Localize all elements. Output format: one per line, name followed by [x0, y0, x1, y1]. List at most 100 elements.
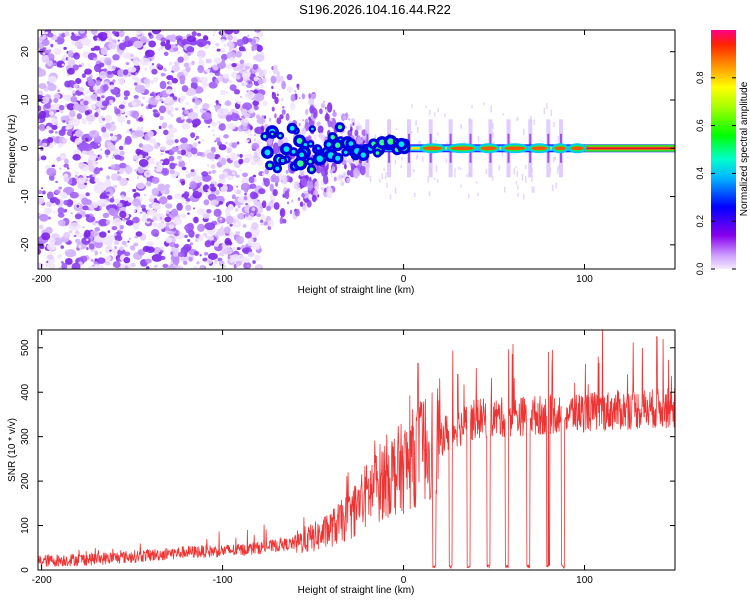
- spectrogram-noise-dot: [304, 108, 309, 116]
- spectrogram-noise-dot: [133, 60, 140, 67]
- spectrogram-noise-dot: [193, 216, 199, 224]
- snr-xlabel: Height of straight line (km): [298, 585, 415, 596]
- spectrogram-noise-dot: [38, 105, 42, 112]
- spectrogram-noise-dot: [105, 122, 112, 129]
- spectrogram-noise-dot: [280, 75, 284, 83]
- spectrogram-noise-dot: [60, 111, 64, 114]
- spectrogram-noise-dot: [39, 244, 45, 250]
- spectrogram-noise-dot: [181, 180, 186, 186]
- spectrogram-noise-dot: [247, 241, 254, 247]
- spectrogram-speck: [454, 173, 456, 178]
- spectrogram-noise-dot: [172, 96, 178, 101]
- spectrogram-noise-dot: [229, 56, 235, 62]
- spectrogram-noise-dot: [211, 129, 215, 132]
- spectrogram-speck: [556, 167, 559, 175]
- spectrogram-noise-dot: [118, 104, 125, 110]
- spectrogram-noise-dot: [58, 186, 63, 190]
- spectrogram-noise-dot: [172, 256, 180, 266]
- spectrogram-noise-dot: [184, 109, 190, 115]
- spectrogram-noise-dot: [125, 62, 130, 66]
- spectrogram-noise-dot: [133, 82, 138, 86]
- spectrogram-noise-dot: [159, 115, 164, 121]
- spectrogram-noise-dot: [336, 174, 343, 183]
- spectrogram-noise-dot: [287, 201, 289, 205]
- spectrogram-noise-dot: [67, 49, 74, 58]
- spectrogram-speck: [523, 128, 525, 136]
- spectrogram-noise-dot: [151, 91, 155, 96]
- spectrogram-noise-dot: [106, 191, 110, 195]
- spectrogram-noise-dot: [145, 50, 150, 54]
- spectrogram-noise-dot: [108, 144, 116, 152]
- spectrogram-noise-dot: [231, 171, 236, 176]
- spectrogram-noise-dot: [148, 40, 157, 48]
- spectrogram-noise-dot: [324, 113, 330, 122]
- spectrogram-speck: [492, 132, 494, 138]
- spectrogram-noise-dot: [278, 140, 283, 146]
- snr-axes: -200 -100 0 100 0 100 200 300 400 500: [20, 330, 675, 586]
- spectrogram-noise-dot: [236, 254, 245, 262]
- spectrogram-noise-dot: [173, 61, 180, 66]
- spectrogram-noise-dot: [224, 237, 232, 246]
- spectrogram-noise-dot: [189, 181, 197, 190]
- spectrogram-noise-dot: [357, 121, 360, 127]
- spectrogram-noise-dot: [56, 109, 60, 113]
- spectrogram-segment-core: [450, 146, 475, 151]
- spectrogram-noise-dot: [183, 191, 190, 198]
- spectrogram-noise-dot: [105, 219, 111, 226]
- spectrogram-blob-core: [308, 159, 312, 164]
- spectrogram-noise-dot: [109, 198, 115, 203]
- spectrogram-noise-dot: [178, 160, 186, 168]
- spectrogram-noise-dot: [251, 242, 262, 250]
- spectrogram-noise-dot: [213, 57, 222, 64]
- spectrogram-noise-dot: [243, 118, 249, 123]
- spectrogram-noise-dot: [63, 46, 67, 50]
- spectrogram-noise-dot: [242, 102, 253, 111]
- spectrogram-noise-dot: [128, 237, 131, 240]
- spectrogram-noise-dot: [131, 101, 137, 106]
- spectrogram-noise-dot: [174, 193, 182, 200]
- spectrogram-noise-dot: [252, 63, 259, 70]
- spectrogram-speck: [381, 173, 383, 180]
- spectrogram-noise-dot: [71, 117, 80, 127]
- spectrogram-noise-dot: [143, 78, 151, 85]
- spectrogram-noise-dot: [264, 168, 269, 175]
- spectrogram-noise-dot: [158, 64, 162, 68]
- spectrogram-speck: [434, 112, 436, 117]
- spectrogram-noise-dot: [313, 111, 317, 119]
- spectrogram-noise-dot: [276, 93, 279, 97]
- spectrogram-noise-dot: [64, 258, 73, 265]
- spectrogram-noise-dot: [38, 248, 41, 255]
- spectrogram-noise-dot: [227, 232, 235, 238]
- spectrogram-speck: [550, 109, 553, 117]
- spectrogram-blob-core: [289, 125, 295, 131]
- spectrogram-noise-dot: [342, 115, 347, 121]
- spectrogram-noise-dot: [85, 137, 89, 142]
- spectrogram-noise-dot: [239, 95, 243, 98]
- spectrogram-noise-dot: [188, 256, 193, 262]
- spectrogram-noise-dot: [110, 173, 119, 181]
- snr-frame: [37, 329, 676, 571]
- spectrogram-noise-dot: [271, 66, 274, 70]
- spectrogram-noise-dot: [246, 139, 250, 143]
- spectrogram-speck: [475, 181, 478, 184]
- spectrogram-noise-dot: [203, 251, 209, 256]
- spectrogram-noise-dot: [113, 233, 117, 236]
- spectrogram-noise-dot: [298, 97, 301, 100]
- spectrogram-noise-dot: [50, 103, 58, 111]
- spectrogram-noise-dot: [48, 129, 54, 134]
- spectrogram-noise-dot: [105, 255, 112, 261]
- spectrogram-noise-dot: [166, 139, 175, 146]
- spectrogram-noise-dot: [220, 89, 226, 96]
- spectrogram-noise-dot: [204, 240, 212, 248]
- spectrogram-noise-dot: [99, 251, 102, 254]
- spectrogram-noise-dot: [269, 183, 275, 192]
- spectrogram-noise-dot: [72, 93, 76, 97]
- spectrogram-speck: [546, 103, 548, 110]
- spectrogram-speck: [471, 104, 473, 109]
- spectrogram-noise-dot: [256, 117, 266, 125]
- spectrogram-noise-dot: [185, 66, 191, 72]
- spectrogram-noise-dot: [248, 133, 252, 137]
- spectrogram-noise-dot: [86, 149, 95, 156]
- spectrogram-noise-dot: [38, 83, 47, 90]
- spectrogram-noise-dot: [160, 255, 166, 260]
